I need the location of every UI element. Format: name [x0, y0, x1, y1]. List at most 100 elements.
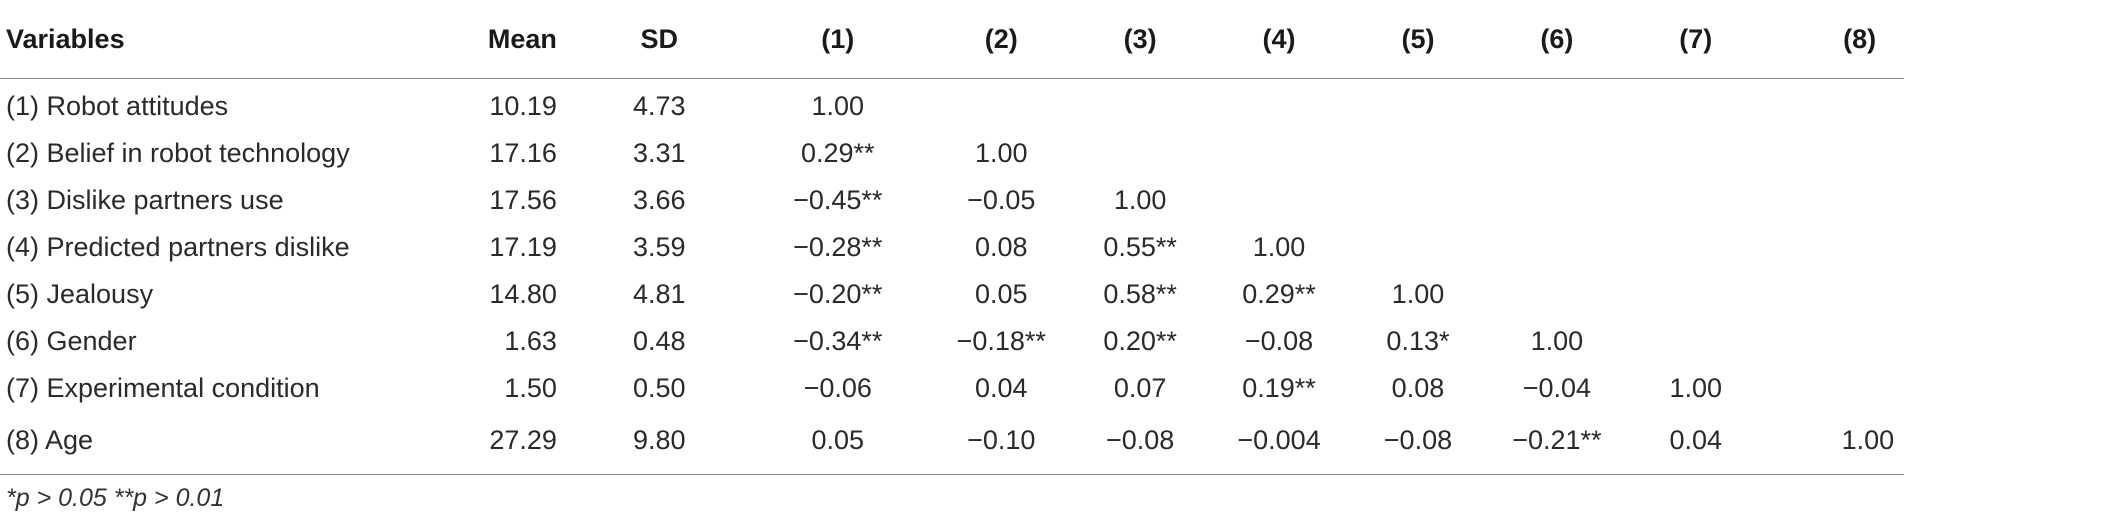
correlation-cell — [1349, 224, 1488, 271]
correlation-cell: 0.19** — [1242, 373, 1316, 403]
table-row: (7) Experimental condition 1.50 0.50 −0.06 0… — [0, 365, 2118, 412]
correlation-cell: 1.00 — [1765, 412, 1905, 475]
correlation-cell: −0.34** — [793, 326, 883, 356]
correlation-cell: −0.45** — [793, 185, 883, 215]
table-row: (6) Gender 1.63 0.48 −0.34** −0.18** 0.20** −0… — [0, 318, 2118, 365]
header-sd: SD — [574, 0, 744, 79]
header-col-7: (7) — [1626, 0, 1766, 79]
correlation-cell: −0.28** — [793, 232, 883, 262]
correlation-cell — [1626, 318, 1765, 365]
header-mean: Mean — [416, 0, 575, 79]
correlation-cell — [1626, 224, 1765, 271]
correlation-cell — [1487, 130, 1626, 177]
correlation-cell: −0.004 — [1209, 412, 1349, 475]
correlation-cell: 0.29** — [800, 138, 875, 168]
mean-value: 1.63 — [504, 326, 557, 356]
variable-name: (8) Age — [0, 412, 417, 475]
header-col-1: (1) — [743, 0, 932, 79]
variable-name: (2) Belief in robot technology — [6, 138, 350, 168]
variable-name: (7) Experimental condition — [6, 373, 320, 403]
mean-value: 17.16 — [489, 138, 557, 168]
correlation-cell — [1626, 79, 1765, 131]
variable-name: (6) Gender — [6, 326, 137, 356]
correlation-cell: 0.58** — [1103, 279, 1177, 309]
mean-value: 27.29 — [416, 412, 575, 475]
correlation-cell: 0.08 — [974, 232, 1028, 262]
correlation-cell: 0.05 — [974, 279, 1028, 309]
table-body: (1) Robot attitudes 10.19 4.73 1.00 (2) Beli… — [0, 79, 2118, 475]
correlation-cell: 0.04 — [974, 373, 1028, 403]
mean-value: 17.56 — [489, 185, 557, 215]
correlation-cell — [1765, 79, 1904, 131]
correlation-cell: 0.05 — [743, 412, 932, 475]
header-col-8: (8) — [1765, 0, 1905, 79]
header-col-6: (6) — [1487, 0, 1627, 79]
variable-name: (1) Robot attitudes — [6, 91, 229, 121]
table-row: (5) Jealousy 14.80 4.81 −0.20** 0.05 0.58** 0.… — [0, 271, 2118, 318]
header-row: Variables Mean SD (1) (2) (3) (4) (5) (6… — [0, 0, 2118, 79]
correlation-cell: −0.21** — [1487, 412, 1627, 475]
variable-name: (3) Dislike partners use — [6, 185, 284, 215]
sd-value: 0.48 — [633, 326, 686, 356]
correlation-cell: 0.04 — [1626, 412, 1766, 475]
mean-value: 17.19 — [489, 232, 557, 262]
correlation-cell — [1487, 224, 1626, 271]
variable-name: (4) Predicted partners dislike — [6, 232, 350, 262]
correlation-cell: 1.00 — [1391, 279, 1445, 309]
correlation-cell — [1349, 177, 1488, 224]
correlation-cell: 1.00 — [1530, 326, 1584, 356]
correlation-cell — [932, 79, 1071, 131]
correlation-cell: 1.00 — [1669, 373, 1723, 403]
correlation-cell: 0.29** — [1242, 279, 1316, 309]
correlation-cell — [1765, 130, 1904, 177]
correlation-cell: −0.08 — [1348, 412, 1488, 475]
correlation-cell: −0.06 — [803, 373, 872, 403]
correlation-cell — [1487, 79, 1626, 131]
header-col-4: (4) — [1209, 0, 1349, 79]
mean-value: 14.80 — [489, 279, 557, 309]
header-col-3: (3) — [1070, 0, 1210, 79]
correlation-cell — [1626, 177, 1765, 224]
correlation-cell — [1765, 365, 1904, 412]
table-row: (3) Dislike partners use 17.56 3.66 −0.45**… — [0, 177, 2118, 224]
correlation-cell: 0.55** — [1103, 232, 1177, 262]
correlation-cell: 0.08 — [1391, 373, 1445, 403]
header-variables: Variables — [0, 0, 417, 79]
correlation-cell — [1210, 177, 1349, 224]
correlation-cell — [1765, 271, 1904, 318]
correlation-cell — [1765, 318, 1904, 365]
correlation-cell: −0.18** — [956, 326, 1046, 356]
table-row: (1) Robot attitudes 10.19 4.73 1.00 — [0, 79, 2118, 131]
table-footnote: *p > 0.05 **p > 0.01 — [6, 484, 225, 512]
sd-value: 4.73 — [633, 91, 686, 121]
correlation-table: Variables Mean SD (1) (2) (3) (4) (5) (6… — [0, 0, 2118, 475]
mean-value: 1.50 — [504, 373, 557, 403]
correlation-cell: −0.08 — [1070, 412, 1210, 475]
correlation-cell: −0.08 — [1244, 326, 1314, 356]
header-col-5: (5) — [1348, 0, 1488, 79]
correlation-cell — [1210, 79, 1349, 131]
correlation-cell: −0.05 — [967, 185, 1036, 215]
header-col-2: (2) — [931, 0, 1071, 79]
correlation-cell — [1349, 79, 1488, 131]
table-row: (4) Predicted partners dislike 17.19 3.59 −… — [0, 224, 2118, 271]
correlation-cell — [1349, 130, 1488, 177]
mean-value: 10.19 — [489, 91, 557, 121]
sd-value: 3.66 — [633, 185, 686, 215]
correlation-cell: 1.00 — [1252, 232, 1306, 262]
sd-value: 9.80 — [574, 412, 744, 475]
correlation-cell: 1.00 — [974, 138, 1028, 168]
sd-value: 3.31 — [633, 138, 686, 168]
correlation-cell — [1626, 271, 1765, 318]
correlation-cell: −0.10 — [931, 412, 1071, 475]
table-header: Variables Mean SD (1) (2) (3) (4) (5) (6… — [0, 0, 2118, 79]
correlation-cell — [1487, 177, 1626, 224]
variable-name: (5) Jealousy — [6, 279, 154, 309]
sd-value: 3.59 — [633, 232, 686, 262]
correlation-cell: −0.04 — [1522, 373, 1592, 403]
correlation-cell: 0.13* — [1386, 326, 1450, 356]
table-row: (8) Age 27.29 9.80 0.05 −0.10 −0.08 −0.004 −0.0… — [0, 412, 2118, 475]
correlation-cell: 1.00 — [1113, 185, 1167, 215]
correlation-cell — [1765, 224, 1904, 271]
